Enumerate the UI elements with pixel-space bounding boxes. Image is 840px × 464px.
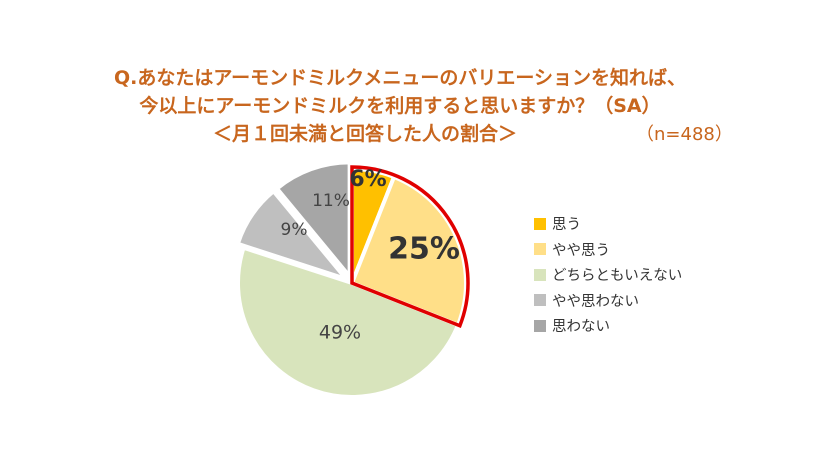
slice-label: 11% [312, 191, 350, 211]
legend-label: 思わない [552, 319, 610, 336]
chart-title-line-2: 今以上にアーモンドミルクを利用すると思いますか？（SA） [139, 95, 661, 117]
legend-label: やや思わない [552, 293, 639, 310]
chart-title-line-1: Q.あなたはアーモンドミルクメニューのバリエーションを知れば、 [113, 67, 687, 89]
slice-label: 9% [281, 220, 308, 240]
legend-swatch-icon [534, 294, 546, 307]
legend-swatch-icon [534, 243, 546, 256]
legend-swatch-icon [534, 217, 546, 230]
legend-label: 思う [552, 217, 581, 234]
sample-size: （n=488） [636, 124, 733, 145]
pie-slice [274, 160, 352, 282]
legend-item: やや思う [534, 237, 682, 263]
legend-item: 思わない [534, 313, 682, 339]
legend-swatch-icon [534, 319, 546, 332]
legend-swatch-icon [534, 268, 546, 281]
pie-slice [235, 188, 353, 284]
highlight-outline [350, 165, 470, 328]
slice-label: 25% [388, 232, 460, 267]
legend-item: どちらともいえない [534, 262, 682, 288]
legend-item: やや思わない [534, 288, 682, 314]
pie-slice [236, 245, 461, 399]
slice-label: 49% [319, 322, 361, 344]
legend: 思うやや思うどちらともいえない やや思わない 思わない [534, 211, 682, 339]
chart-subtitle: ＜月１回未満と回答した人の割合＞ [212, 123, 517, 145]
legend-label: やや思う [552, 242, 610, 259]
legend-label: どちらともいえない [552, 268, 683, 285]
slice-label: 6% [349, 167, 386, 192]
pie-slice [349, 174, 468, 328]
legend-item: 思う [534, 211, 682, 237]
